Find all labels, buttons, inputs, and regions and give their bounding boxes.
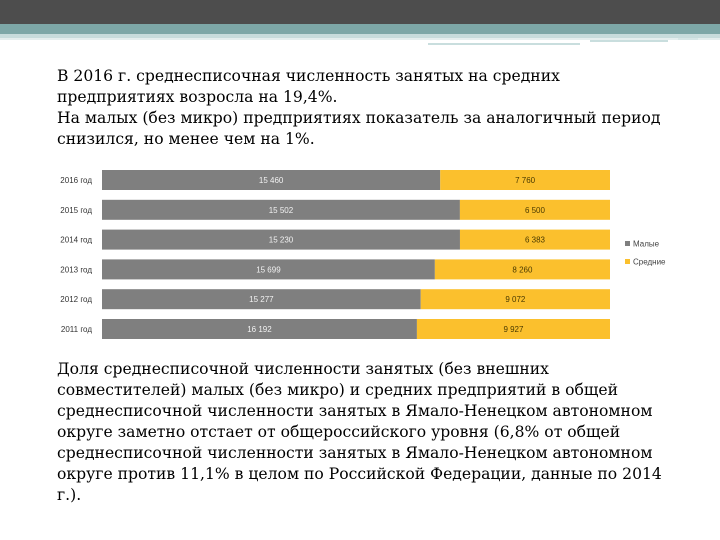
legend-label-small: Малые <box>633 240 660 249</box>
y-tick-label: 2011 год <box>61 325 92 334</box>
header-accent-band <box>0 24 720 34</box>
employment-bar-chart: 2016 год 15 460 7 760 2015 год 15 502 6 500 20… <box>60 170 666 339</box>
data-label-small: 15 230 <box>269 236 294 245</box>
outro-text: Доля среднесписочной численности занятых… <box>57 359 697 506</box>
legend-label-medium: Средние <box>633 258 666 267</box>
outro-line: округе против 11,1% в целом по Российско… <box>57 465 662 483</box>
outro-line: округе заметно отстает от общероссийског… <box>57 423 621 441</box>
bar-small <box>102 229 460 250</box>
data-label-medium: 9 927 <box>503 325 524 334</box>
intro-line: предприятиях возросла на 19,4%. <box>57 88 338 106</box>
y-tick-label: 2014 год <box>60 236 92 245</box>
bar-medium <box>459 229 610 250</box>
y-tick-label: 2012 год <box>60 295 92 304</box>
data-label-small: 15 502 <box>269 206 294 215</box>
outro-line: г.). <box>57 486 82 504</box>
bar-small <box>102 199 460 220</box>
decorative-line <box>428 43 580 45</box>
intro-line: В 2016 г. среднесписочная численность за… <box>57 67 560 85</box>
data-label-medium: 8 260 <box>512 265 533 274</box>
decorative-line <box>678 38 698 40</box>
intro-line: снизился, но менее чем на 1%. <box>57 130 315 148</box>
data-label-medium: 7 760 <box>515 176 536 185</box>
header-bar <box>0 0 720 24</box>
outro-line: среднесписочной численности занятых в Ям… <box>57 402 653 420</box>
data-label-small: 15 460 <box>259 176 284 185</box>
header-accent-band-light <box>0 34 720 38</box>
outro-line: среднесписочной численности занятых в Ям… <box>57 444 653 462</box>
legend-swatch-small <box>625 241 630 246</box>
bar-medium <box>416 319 610 339</box>
data-label-small: 15 699 <box>256 265 281 274</box>
bar-small <box>102 319 417 339</box>
outro-line: Доля среднесписочной численности занятых… <box>57 360 549 378</box>
header-accent-band-faint <box>0 38 720 40</box>
outro-line: совместителей) малых (без микро) и средн… <box>57 381 619 399</box>
data-label-medium: 9 072 <box>505 295 526 304</box>
data-label-small: 16 192 <box>247 325 272 334</box>
decorative-line <box>590 40 668 42</box>
bar-small <box>102 170 441 190</box>
bar-medium <box>440 170 610 190</box>
data-label-small: 15 277 <box>249 295 274 304</box>
bar-medium <box>434 259 610 280</box>
bar-medium <box>459 199 610 220</box>
y-tick-label: 2016 год <box>60 176 92 185</box>
bar-medium <box>420 289 610 310</box>
intro-line: На малых (без микро) предприятиях показа… <box>57 109 661 127</box>
data-label-medium: 6 500 <box>525 206 546 215</box>
bar-small <box>102 289 421 310</box>
intro-text: В 2016 г. среднесписочная численность за… <box>57 66 697 150</box>
y-tick-label: 2013 год <box>60 265 92 274</box>
y-tick-label: 2015 год <box>60 206 92 215</box>
data-label-medium: 6 383 <box>525 236 546 245</box>
bar-small <box>102 259 435 280</box>
legend-swatch-medium <box>625 259 630 264</box>
